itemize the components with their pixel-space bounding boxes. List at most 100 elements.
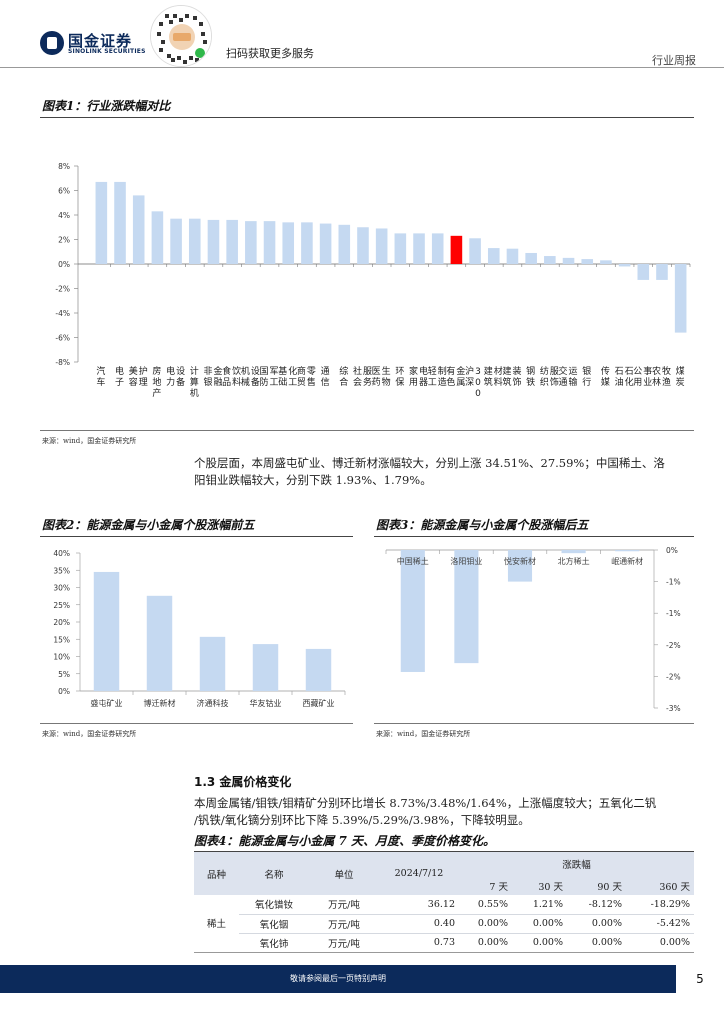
x-tick-label: 纺织服饰 bbox=[540, 365, 559, 388]
bar bbox=[357, 227, 369, 264]
figure4-title-rule bbox=[194, 851, 694, 852]
x-tick-label: 岷通新材 bbox=[611, 556, 643, 566]
bar bbox=[282, 222, 295, 264]
x-tick-label: 中国稀土 bbox=[397, 556, 429, 566]
bar bbox=[263, 221, 276, 264]
y-tick-label: 10% bbox=[53, 653, 70, 662]
bar bbox=[394, 233, 407, 264]
bar bbox=[506, 248, 519, 264]
bar bbox=[450, 235, 463, 264]
y-tick-label: 40% bbox=[53, 549, 70, 558]
figure2-title-rule bbox=[40, 536, 353, 537]
x-tick-label: 华友钴业 bbox=[250, 698, 282, 708]
cell-d7: 0.00% bbox=[459, 933, 512, 953]
figure1-title: 图表1：行业涨跌幅对比 bbox=[42, 99, 171, 113]
x-tick-label: 济通科技 bbox=[197, 698, 229, 708]
figure3-chart: 0% -1% -1% -2% -2% -3% 中国稀土 洛阳钼业 悦安新材 北方稀土 岷通新材 bbox=[385, 546, 681, 713]
col-7d: 7 天 bbox=[459, 876, 512, 895]
cell-d7: 0.00% bbox=[459, 914, 512, 934]
header-divider bbox=[0, 67, 724, 68]
x-tick-label: 银行 bbox=[582, 365, 591, 388]
cell-name: 氧化铈 bbox=[239, 933, 309, 953]
figure2-bottom-rule bbox=[40, 723, 353, 724]
stock-performance-paragraph: 个股层面，本周盛屯矿业、博迁新材涨幅较大，分别上涨 34.51%、27.59%；… bbox=[194, 455, 694, 489]
y-tick-label: 15% bbox=[53, 635, 70, 644]
cell-unit: 万元/吨 bbox=[309, 914, 379, 934]
y-tick-label: 0% bbox=[58, 260, 70, 269]
x-tick-label: 北方稀土 bbox=[558, 556, 590, 566]
bar bbox=[301, 222, 313, 264]
y-tick-label: 35% bbox=[53, 566, 70, 575]
figure2-source: 来源：wind，国金证券研究所 bbox=[42, 730, 137, 738]
cell-d360: 0.00% bbox=[626, 933, 694, 953]
paragraph-line: 个股层面，本周盛屯矿业、博迁新材涨幅较大，分别上涨 34.51%、27.59%；… bbox=[194, 456, 665, 470]
figure3-source: 来源：wind，国金证券研究所 bbox=[376, 730, 471, 738]
x-tick-label: 家用电器 bbox=[409, 365, 428, 388]
y-tick-label: 2% bbox=[58, 236, 70, 245]
y-tick-label: 20% bbox=[53, 618, 70, 627]
x-tick-label: 房地产 bbox=[152, 365, 161, 399]
bar bbox=[319, 223, 332, 264]
x-tick-label: 电力设备 bbox=[166, 365, 185, 388]
y-tick-label: 0% bbox=[58, 687, 70, 696]
qr-code-icon bbox=[150, 5, 212, 67]
bar bbox=[226, 219, 238, 264]
bar bbox=[637, 264, 650, 280]
x-tick-label: 电子 bbox=[115, 365, 124, 388]
x-tick-label: 传媒 bbox=[601, 365, 610, 388]
paragraph-line: 本周金属锗/钼铁/钼精矿分别环比增长 8.73%/3.48%/1.64%，上涨幅… bbox=[194, 796, 657, 810]
cell-d30: 1.21% bbox=[512, 895, 567, 915]
bar bbox=[469, 238, 481, 264]
bar bbox=[581, 259, 594, 264]
bar bbox=[600, 260, 612, 264]
col-variety: 品种 bbox=[194, 852, 239, 895]
price-table: 品种 名称 单位 2024/7/12 涨跌幅 7 天 30 天 90 天 360… bbox=[194, 852, 694, 953]
section-heading: 1.3 金属价格变化 bbox=[194, 775, 292, 789]
y-tick-label: -1% bbox=[666, 578, 681, 587]
figure1-title-rule bbox=[40, 117, 694, 118]
y-tick-label: 25% bbox=[53, 601, 70, 610]
x-tick-label: 基础化工 bbox=[278, 365, 297, 388]
bar bbox=[151, 211, 164, 264]
bar bbox=[507, 550, 533, 582]
footer-band: 敬请参阅最后一页特别声明 bbox=[0, 965, 676, 993]
cell-name: 氧化镨钕 bbox=[239, 895, 309, 915]
y-tick-label: 0% bbox=[666, 546, 678, 555]
x-tick-label: 美容护理 bbox=[129, 365, 148, 388]
bar bbox=[413, 233, 425, 264]
cell-d30: 0.00% bbox=[512, 914, 567, 934]
x-tick-label: 交通运输 bbox=[559, 365, 578, 388]
x-tick-label: 有色金属 bbox=[446, 365, 465, 388]
table-row: 氧化铟 万元/吨 0.40 0.00% 0.00% 0.00% -5.42% bbox=[194, 914, 694, 934]
brand-logo-icon bbox=[40, 31, 64, 55]
bar bbox=[245, 221, 257, 264]
y-tick-label: -4% bbox=[55, 309, 70, 318]
x-tick-label: 食品饮料 bbox=[222, 365, 241, 388]
y-tick-label: 30% bbox=[53, 584, 70, 593]
x-tick-label: 综合 bbox=[339, 365, 348, 388]
x-tick-label: 盛屯矿业 bbox=[91, 698, 123, 708]
x-tick-label: 洛阳钼业 bbox=[450, 556, 482, 566]
cell-d360: -5.42% bbox=[626, 914, 694, 934]
bar bbox=[132, 195, 145, 264]
col-30d: 30 天 bbox=[512, 876, 567, 895]
cell-price: 0.40 bbox=[379, 914, 459, 934]
y-tick-label: -1% bbox=[666, 609, 681, 618]
x-tick-label: 通信 bbox=[321, 366, 330, 388]
y-tick-label: 6% bbox=[58, 187, 70, 196]
x-tick-label: 环保 bbox=[395, 366, 404, 388]
paragraph-line: 阳钼业跌幅较大，分别下跌 1.93%、1.79%。 bbox=[194, 473, 432, 487]
y-tick-label: 4% bbox=[58, 211, 70, 220]
figure4-title: 图表4：能源金属与小金属 7 天、月度、季度价格变化。 bbox=[194, 834, 496, 848]
x-tick-label: 社会服务 bbox=[353, 365, 372, 388]
y-tick-label: -2% bbox=[55, 285, 70, 294]
bar bbox=[338, 224, 351, 264]
qr-code-graphic bbox=[151, 6, 211, 66]
cell-d90: 0.00% bbox=[567, 933, 626, 953]
col-change: 涨跌幅 bbox=[459, 852, 694, 876]
table-subheader-row: 7 天 30 天 90 天 360 天 bbox=[194, 876, 694, 895]
col-unit: 单位 bbox=[309, 852, 379, 895]
x-tick-label: 商贸零售 bbox=[297, 365, 316, 388]
bar bbox=[146, 595, 173, 691]
figure2-title: 图表2：能源金属与小金属个股涨幅前五 bbox=[42, 518, 255, 532]
